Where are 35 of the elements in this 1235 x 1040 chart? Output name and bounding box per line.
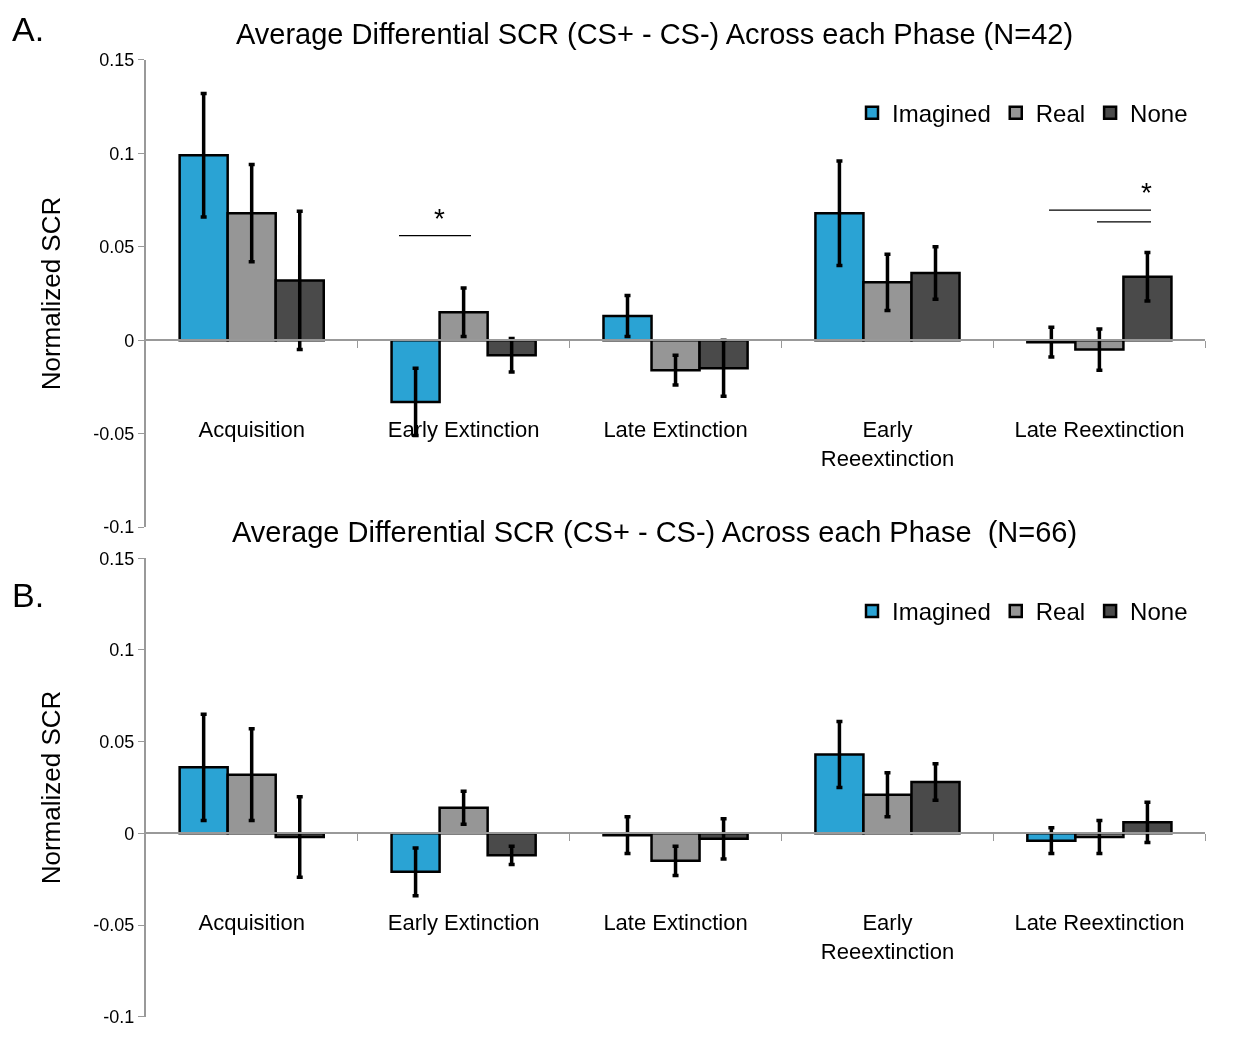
x-tick-label: Late Reextinction (1014, 417, 1185, 443)
y-tick-label: -0.1 (103, 1007, 135, 1028)
legend-label: None (1130, 100, 1188, 128)
text: A. (12, 10, 45, 48)
legend-label: Imagined (892, 100, 991, 128)
x-tick-label: Late Extinction (603, 910, 748, 936)
text: B. (12, 576, 45, 614)
y-tick-label: -0.05 (93, 424, 135, 445)
x-tick-label: Early Reeextinction (820, 417, 955, 472)
y-tick-label: 0 (124, 823, 135, 844)
y-tick-label: 0.05 (99, 731, 135, 752)
legend-label: Imagined (892, 598, 991, 626)
y-tick-label: 0.15 (99, 548, 135, 569)
legend-label: None (1130, 598, 1188, 626)
x-tick-label: Late Reextinction (1014, 910, 1185, 936)
x-tick-label: Acquisition (198, 910, 305, 936)
x-tick-label: Acquisition (198, 417, 305, 443)
x-tick-label: Early Extinction (387, 910, 540, 936)
y-tick-label: 0.15 (99, 50, 135, 71)
chart-title: Average Differential SCR (CS+ - CS-) Across each Phase (N=42) (236, 18, 1074, 50)
annotation: * (1141, 177, 1152, 208)
chart-title: Average Differential SCR (CS+ - CS-) Across each Phase (N=66) (232, 516, 1078, 548)
legend-label: Real (1035, 100, 1086, 128)
x-tick-label: Early Reeextinction (820, 910, 955, 965)
y-tick-label: 0 (124, 330, 135, 351)
y-tick-label: 0.05 (99, 237, 135, 258)
y-axis-title: Normalized SCR (36, 196, 67, 391)
x-tick-label: Late Extinction (603, 417, 748, 443)
y-axis-title: Normalized SCR (36, 690, 67, 885)
y-tick-label: 0.1 (109, 640, 135, 661)
y-tick-label: -0.1 (103, 517, 135, 538)
annotation: * (434, 203, 445, 234)
legend-label: Real (1035, 598, 1086, 626)
y-tick-label: -0.05 (93, 915, 135, 936)
y-tick-label: 0.1 (109, 143, 135, 164)
